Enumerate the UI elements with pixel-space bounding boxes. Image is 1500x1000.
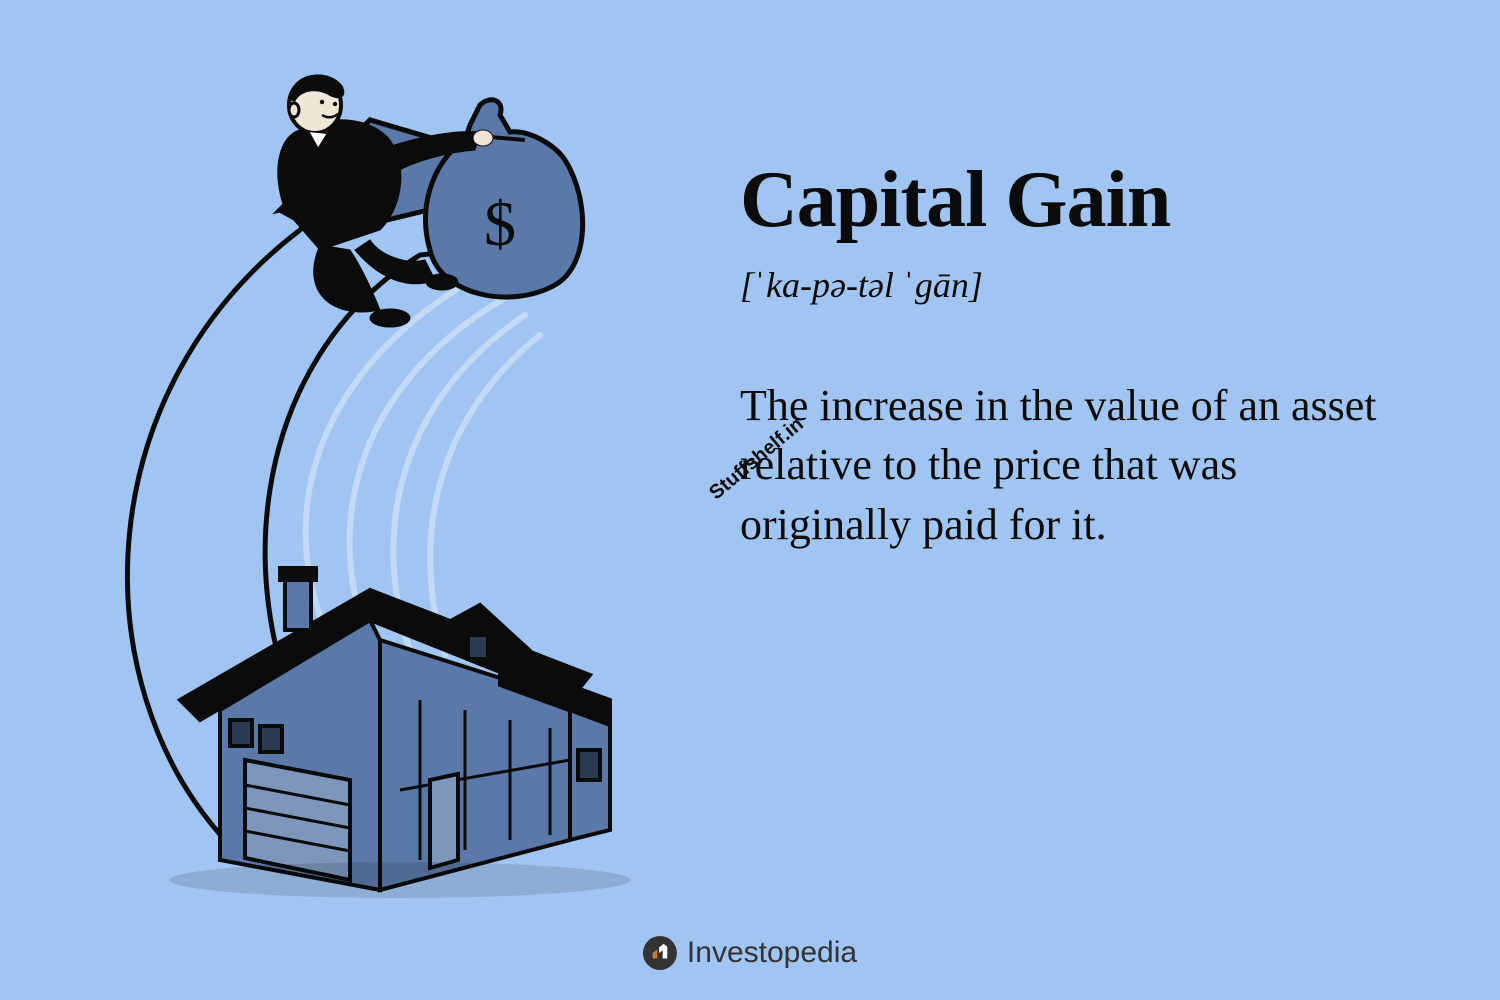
term-title: Capital Gain — [740, 155, 1380, 246]
illustration-group: $ — [70, 60, 690, 900]
dollar-sign: $ — [484, 188, 516, 259]
definition-text: The increase in the value of an asset re… — [740, 376, 1380, 554]
capital-gain-illustration: $ — [70, 60, 690, 900]
pronunciation-text: [ˈka-pə-təl ˈgān] — [740, 264, 1380, 306]
text-block: Capital Gain [ˈka-pə-təl ˈgān] The incre… — [740, 155, 1380, 554]
brand-name: Investopedia — [687, 936, 857, 970]
brand-logo-icon — [643, 936, 677, 970]
money-bag-icon: $ — [425, 100, 582, 297]
infographic-canvas: $ — [0, 0, 1500, 1000]
brand-footer: Investopedia — [643, 936, 857, 970]
